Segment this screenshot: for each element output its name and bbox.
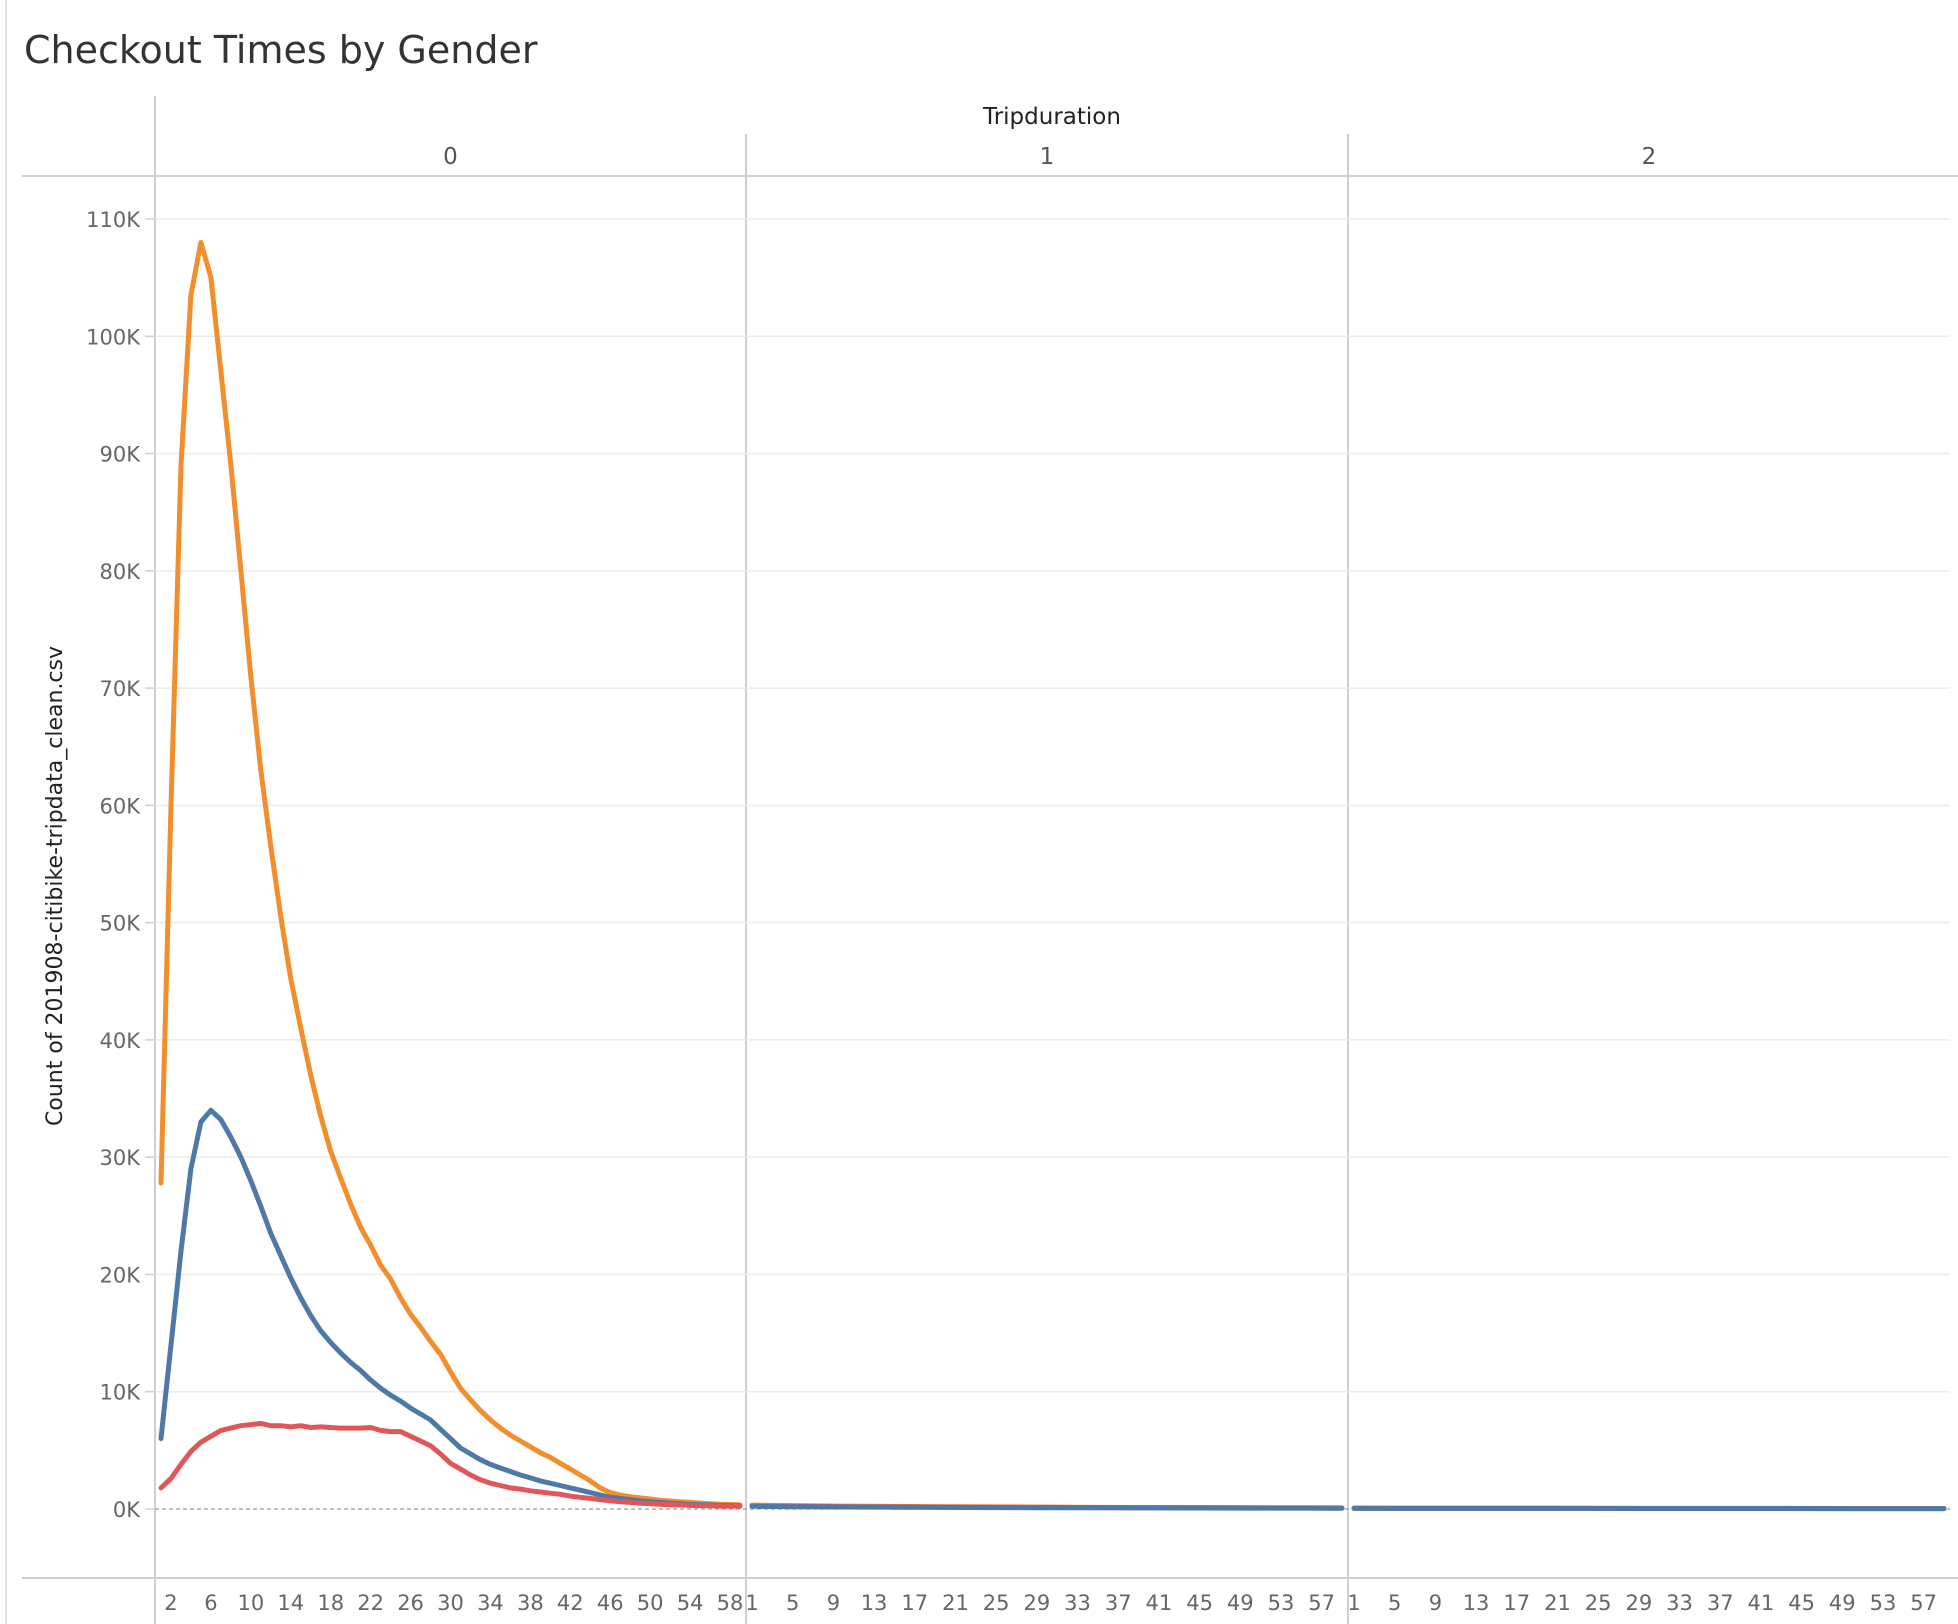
y-tick-label: 110K: [86, 208, 141, 232]
y-tick-label: 30K: [100, 1146, 142, 1170]
y-tick-label: 20K: [100, 1263, 142, 1287]
series-line-pane0-0: [158, 240, 743, 1508]
x-tick-label: 17: [901, 1591, 928, 1615]
x-tick-label: 13: [1463, 1591, 1490, 1615]
x-tick-label: 5: [1388, 1591, 1401, 1615]
x-tick-label: 25: [1585, 1591, 1612, 1615]
x-tick-label: 38: [517, 1591, 544, 1615]
x-tick-label: 37: [1707, 1591, 1734, 1615]
x-tick-label: 29: [1023, 1591, 1050, 1615]
x-tick-label: 45: [1186, 1591, 1213, 1615]
x-tick-label: 17: [1503, 1591, 1530, 1615]
x-tick-label: 54: [677, 1591, 704, 1615]
y-axis-title: Count of 201908-citibike-tripdata_clean.…: [43, 646, 68, 1126]
series-lines: [158, 240, 1947, 1512]
chart-title: Checkout Times by Gender: [24, 28, 538, 72]
y-tick-label: 10K: [100, 1381, 142, 1405]
x-tick-label: 41: [1748, 1591, 1775, 1615]
x-tick-label: 1: [745, 1591, 758, 1615]
x-tick-label: 30: [437, 1591, 464, 1615]
x-tick-label: 49: [1829, 1591, 1856, 1615]
pane-label-2: 2: [1642, 144, 1657, 170]
y-tick-label: 100K: [86, 325, 141, 349]
x-tick-label: 41: [1146, 1591, 1173, 1615]
pane-label-1: 1: [1040, 144, 1055, 170]
x-tick-label: 46: [597, 1591, 624, 1615]
x-tick-label: 10: [237, 1591, 264, 1615]
x-axis-ticks: 2 6 10 14 18 22 26 30 34 38 42 46 50 54 58 1 5 9 13 17 21 25 2…: [164, 1591, 1937, 1615]
x-tick-label: 2: [164, 1591, 177, 1615]
panes: 0 1 2: [443, 144, 1656, 170]
y-tick-label: 60K: [100, 794, 142, 818]
x-tick-label: 34: [477, 1591, 504, 1615]
x-tick-label: 37: [1105, 1591, 1132, 1615]
y-tick-label: 80K: [100, 560, 142, 584]
series-line-pane1-2: [749, 1503, 1345, 1511]
x-tick-label: 25: [983, 1591, 1010, 1615]
gridlines: [155, 218, 1950, 1510]
x-tick-label: 33: [1666, 1591, 1693, 1615]
x-tick-label: 1: [1347, 1591, 1360, 1615]
x-tick-label: 45: [1788, 1591, 1815, 1615]
y-tick-label: 0K: [113, 1498, 141, 1522]
x-tick-label: 21: [942, 1591, 969, 1615]
x-tick-label: 53: [1870, 1591, 1897, 1615]
y-axis-ticks: 0K 10K 20K 30K 40K 50K 60K 70K 80K 90K 100K 110K: [86, 208, 155, 1522]
x-tick-label: 53: [1268, 1591, 1295, 1615]
x-tick-label: 42: [557, 1591, 584, 1615]
x-tick-label: 49: [1227, 1591, 1254, 1615]
column-header: Tripduration: [982, 104, 1121, 130]
x-tick-label: 26: [397, 1591, 424, 1615]
y-tick-label: 50K: [100, 912, 142, 936]
x-tick-label: 14: [277, 1591, 304, 1615]
x-tick-label: 13: [861, 1591, 888, 1615]
x-tick-label: 58: [717, 1591, 744, 1615]
series-line-pane0-1: [158, 1107, 743, 1509]
x-tick-label: 57: [1308, 1591, 1335, 1615]
x-tick-label: 21: [1544, 1591, 1571, 1615]
x-tick-label: 50: [637, 1591, 664, 1615]
x-tick-label: 5: [786, 1591, 799, 1615]
x-tick-label: 9: [827, 1591, 840, 1615]
chart-frame: [5, 0, 1958, 1624]
x-tick-label: 29: [1625, 1591, 1652, 1615]
x-tick-label: 57: [1910, 1591, 1937, 1615]
y-tick-label: 90K: [100, 443, 142, 467]
x-tick-label: 18: [317, 1591, 344, 1615]
series-line-pane0-2: [158, 1420, 743, 1509]
y-tick-label: 40K: [100, 1029, 142, 1053]
x-tick-label: 9: [1429, 1591, 1442, 1615]
x-tick-label: 6: [204, 1591, 217, 1615]
x-tick-label: 22: [357, 1591, 384, 1615]
y-tick-label: 70K: [100, 677, 142, 701]
x-tick-label: 33: [1064, 1591, 1091, 1615]
pane-label-0: 0: [443, 144, 458, 170]
